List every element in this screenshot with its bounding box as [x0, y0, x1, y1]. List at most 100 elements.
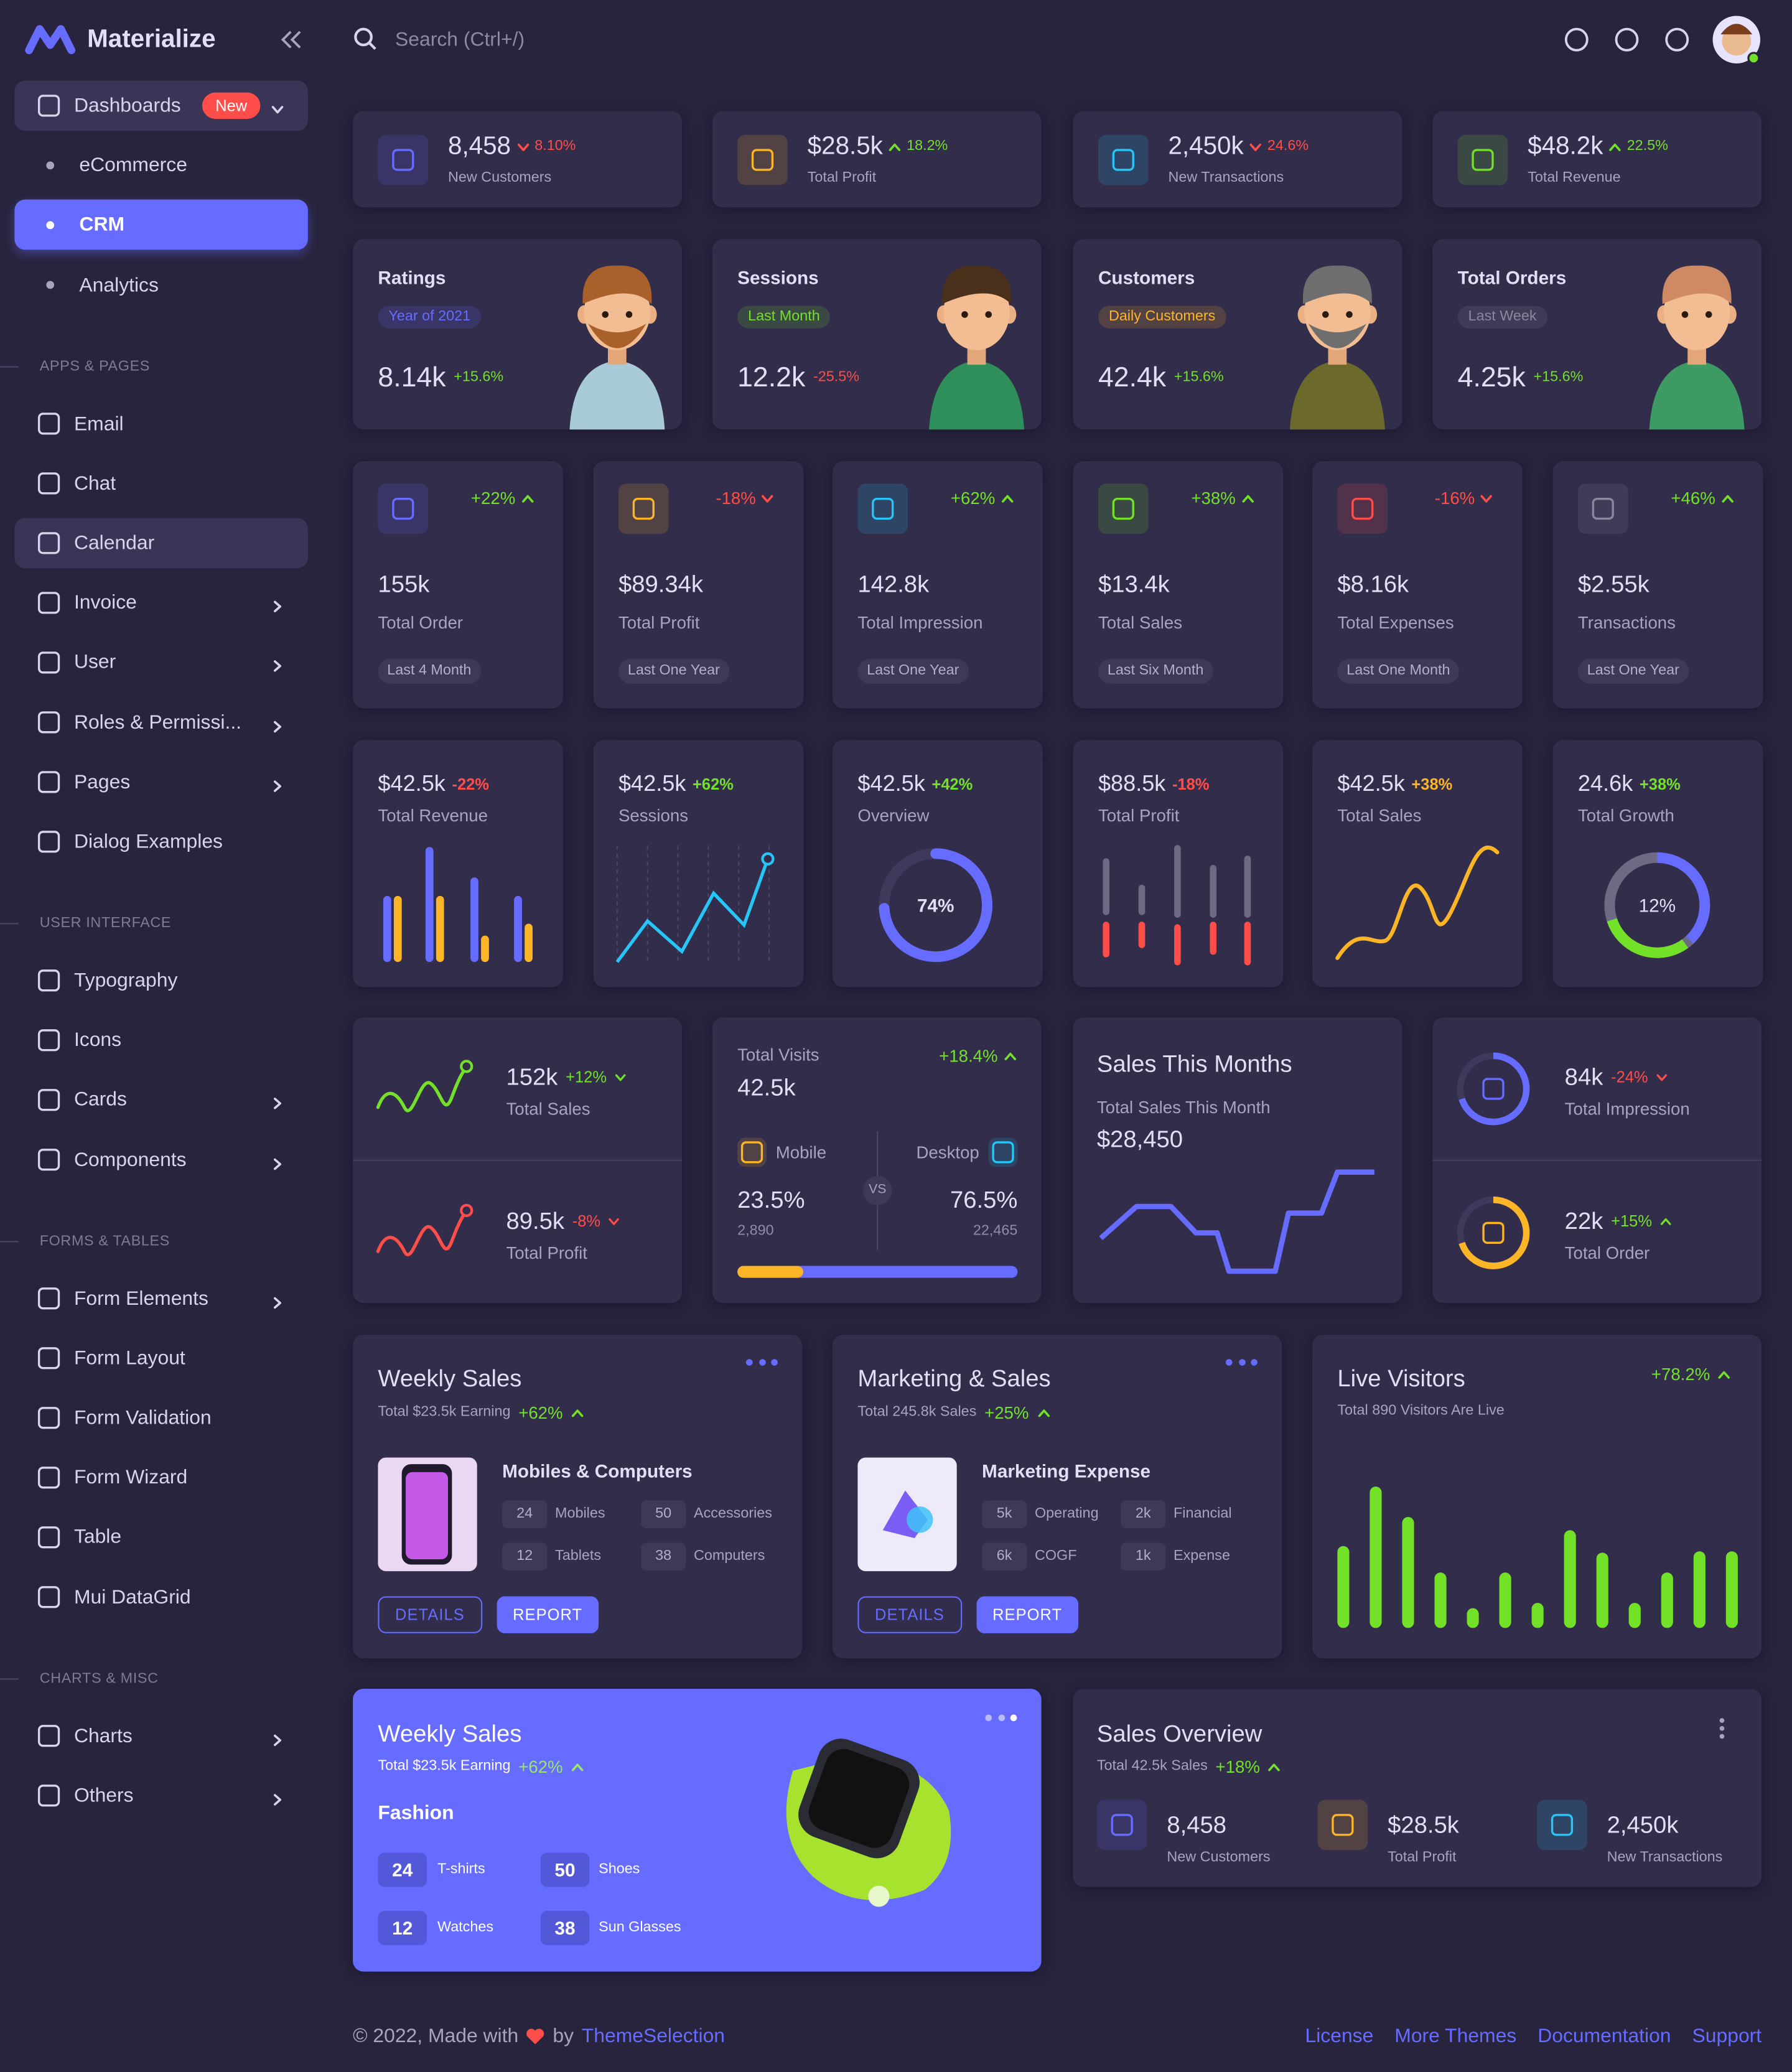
nav-item[interactable]: Analytics — [79, 273, 159, 296]
chevron — [1719, 1370, 1730, 1378]
nav-item[interactable]: Roles & Permissi... — [73, 711, 242, 734]
nav-item[interactable]: eCommerce — [79, 154, 187, 177]
chevron-path — [1241, 494, 1254, 502]
button-outlined[interactable]: DETAILS — [857, 1596, 962, 1633]
copyright: © 2022, Made with — [353, 2025, 519, 2048]
card-title: Ratings — [378, 266, 446, 288]
nav-item[interactable]: Cards — [73, 1088, 127, 1111]
footer-link[interactable]: Documentation — [1538, 2025, 1671, 2048]
chevron — [273, 1793, 282, 1806]
chevron-path — [273, 720, 282, 732]
change: +15% — [1611, 1211, 1652, 1231]
text-row: 89.5k -8% — [506, 1209, 620, 1233]
stat-label: Tablets — [555, 1547, 602, 1564]
chevron — [1481, 494, 1493, 502]
nav-item[interactable]: Calendar — [73, 531, 155, 554]
nav-item[interactable]: Form Elements — [73, 1287, 208, 1310]
nav-item[interactable]: CRM — [79, 213, 125, 236]
chevron — [273, 1098, 282, 1110]
nav-item[interactable]: Typography — [73, 969, 178, 992]
card-value: 42.5k — [737, 1074, 796, 1101]
card-value: 42.4k — [1098, 362, 1167, 393]
nav-item[interactable]: Icons — [73, 1029, 122, 1052]
button-outlined[interactable]: DETAILS — [378, 1596, 482, 1633]
stat-label: New Customers — [447, 169, 552, 186]
nav-item[interactable]: Chat — [73, 472, 116, 495]
nav-item[interactable]: User — [73, 651, 116, 674]
chevron — [273, 1296, 282, 1309]
avatar-face — [1722, 26, 1752, 56]
nav-icon — [37, 1347, 60, 1370]
section-title: FORMS & TABLES — [39, 1233, 170, 1249]
chevron — [273, 1734, 282, 1746]
chart-card-value: $88.5k — [1098, 771, 1166, 796]
nav-item[interactable]: Form Layout — [73, 1346, 185, 1370]
chevron-path — [1656, 1073, 1668, 1081]
nav-item[interactable]: Form Validation — [73, 1406, 212, 1429]
nav-item[interactable]: Form Wizard — [73, 1466, 188, 1489]
text-row: 42.4k +15.6% — [1098, 364, 1224, 392]
card-subtitle: Total 245.8k Sales — [857, 1404, 977, 1420]
label: Total Sales — [506, 1098, 590, 1119]
nav-icon — [37, 472, 60, 495]
text-row: $42.5k +62% — [618, 772, 734, 795]
card-value: 12.2k — [737, 362, 806, 393]
text-row: 84k -24% — [1565, 1065, 1668, 1089]
card-subtitle: Total 890 Visitors Are Live — [1337, 1402, 1505, 1419]
chevron — [1001, 494, 1013, 502]
mini-value: $2.55k — [1577, 571, 1650, 597]
nav-item[interactable]: Invoice — [73, 591, 137, 614]
device-count: 2,890 — [737, 1223, 774, 1239]
brand: Materialize — [87, 26, 216, 54]
footer-link[interactable]: License — [1305, 2025, 1374, 2048]
nav-item[interactable]: Components — [73, 1148, 187, 1171]
stat-chip: 5k — [982, 1500, 1027, 1529]
nav-highlight — [14, 518, 308, 569]
footer-link[interactable]: More Themes — [1394, 2025, 1517, 2048]
card-value: $28,450 — [1096, 1126, 1183, 1152]
chip: Last 4 Month — [378, 658, 481, 684]
overview-value: 8,458 — [1167, 1811, 1227, 1839]
nav-item[interactable]: Others — [73, 1784, 134, 1807]
chevron-path — [571, 1763, 584, 1771]
change: -24% — [1611, 1067, 1648, 1086]
footer-link[interactable]: Support — [1692, 2025, 1762, 2048]
vs-label: VS — [869, 1182, 887, 1198]
mini-label: Total Expenses — [1337, 612, 1454, 633]
chevron — [521, 494, 533, 502]
collapse-icon — [281, 30, 301, 49]
chart-card-value: 24.6k — [1577, 771, 1633, 796]
nav-arrow — [271, 775, 284, 792]
chart-card-change: -22% — [452, 774, 489, 793]
stat-chip: 50 — [641, 1500, 686, 1529]
nav-item[interactable]: Mui DataGrid — [73, 1585, 191, 1608]
chart-card-change: +42% — [931, 774, 973, 793]
nav-item[interactable]: Pages — [73, 770, 131, 793]
nav-item[interactable]: Charts — [73, 1724, 133, 1747]
chevron — [1241, 494, 1254, 502]
chevron-path — [273, 1157, 282, 1170]
chevron — [889, 142, 901, 151]
label: Total Profit — [506, 1243, 587, 1263]
text-row: $88.5k -18% — [1098, 772, 1210, 795]
footer-brand[interactable]: ThemeSelection — [581, 2025, 726, 2048]
button-filled[interactable]: REPORT — [497, 1596, 599, 1633]
chevron — [1249, 142, 1262, 151]
search-input[interactable]: Search (Ctrl+/) — [395, 28, 525, 51]
chevron-path — [609, 1217, 620, 1225]
chevron — [273, 1157, 282, 1170]
stat-change: 18.2% — [907, 138, 948, 154]
nav-item[interactable]: Email — [73, 412, 124, 435]
overview-label: New Transactions — [1607, 1849, 1723, 1865]
chevron-path — [516, 142, 529, 151]
text-row: Total 42.5k Sales +18% — [1097, 1758, 1281, 1775]
mini-label: Transactions — [1577, 612, 1676, 633]
stat-label: Total Revenue — [1528, 169, 1621, 186]
nav-item[interactable]: Table — [73, 1526, 122, 1549]
nav-item[interactable]: Dashboards — [73, 94, 181, 117]
button-filled[interactable]: REPORT — [976, 1596, 1078, 1633]
stat-label: Financial — [1174, 1505, 1232, 1522]
stat-chip: 2k — [1121, 1500, 1166, 1529]
nav-item[interactable]: Dialog Examples — [73, 830, 223, 853]
